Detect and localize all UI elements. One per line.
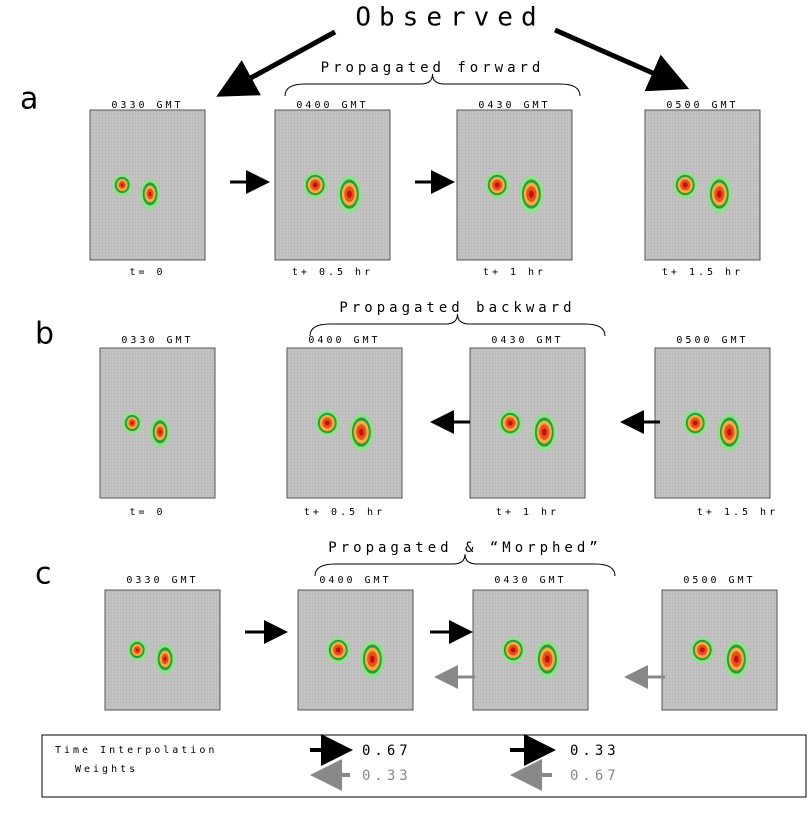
- title: Observed: [355, 3, 544, 33]
- time-label: 0330 GMT: [126, 575, 198, 586]
- radar-echo: [545, 655, 550, 662]
- brace: [310, 314, 605, 336]
- radar-echo: [164, 657, 167, 662]
- row-label: b: [35, 317, 54, 352]
- radar-panel: [90, 110, 205, 260]
- legend-subtitle: Weights: [75, 764, 138, 775]
- radar-panel: [275, 110, 390, 260]
- radar-echo: [131, 421, 134, 424]
- radar-echo: [693, 420, 698, 425]
- radar-panel: [457, 110, 572, 260]
- time-label: 0400 GMT: [308, 335, 380, 346]
- time-label: 0330 GMT: [111, 100, 183, 111]
- radar-echo: [508, 420, 513, 425]
- row-label: a: [20, 82, 38, 117]
- row-label: c: [35, 557, 52, 592]
- panel-bg: [470, 348, 585, 498]
- offset-label: t+ 1.5 hr: [697, 507, 778, 518]
- time-label: 0500 GMT: [666, 100, 738, 111]
- legend: Time Interpolation Weights 0.67 0.33 0.3…: [42, 735, 806, 797]
- radar-echo: [529, 190, 534, 197]
- arrow: [225, 32, 335, 92]
- offset-label: t+ 1 hr: [483, 267, 546, 278]
- rows: a Propagated forward 0330 GMT t= 0 0400 GMT t…: [20, 60, 778, 710]
- time-label: 0430 GMT: [494, 575, 566, 586]
- offset-label: t= 0: [129, 267, 165, 278]
- radar-panel: [298, 590, 413, 710]
- radar-echo: [511, 647, 516, 652]
- radar-panel: [105, 590, 220, 710]
- offset-label: t= 0: [129, 507, 165, 518]
- row-caption: Propagated & “Morphed”: [328, 540, 601, 556]
- time-label: 0500 GMT: [683, 575, 755, 586]
- panel-bg: [287, 348, 402, 498]
- panel-bg: [275, 110, 390, 260]
- radar-echo: [700, 647, 705, 652]
- radar-echo: [121, 183, 124, 186]
- time-label: 0330 GMT: [121, 335, 193, 346]
- time-label: 0430 GMT: [491, 335, 563, 346]
- weight: 0.33: [570, 743, 620, 759]
- radar-echo: [359, 428, 364, 435]
- row-caption: Propagated backward: [339, 300, 575, 316]
- radar-panel: [655, 348, 770, 498]
- offset-label: t+ 0.5 hr: [292, 267, 373, 278]
- radar-panel: [470, 348, 585, 498]
- radar-panel: [100, 348, 215, 498]
- radar-panel: [473, 590, 588, 710]
- radar-panel: [662, 590, 777, 710]
- radar-panel: [287, 348, 402, 498]
- weight: 0.67: [362, 743, 412, 759]
- radar-echo: [136, 648, 139, 651]
- radar-echo: [336, 647, 341, 652]
- radar-echo: [370, 655, 375, 662]
- time-label: 0400 GMT: [319, 575, 391, 586]
- panel-bg: [662, 590, 777, 710]
- brace: [285, 74, 580, 96]
- figure: Observed a Propagated forward 0330 GMT t= 0…: [0, 0, 809, 824]
- offset-label: t+ 0.5 hr: [304, 507, 385, 518]
- panel-bg: [645, 110, 760, 260]
- weight: 0.33: [362, 768, 412, 784]
- panel-bg: [298, 590, 413, 710]
- radar-echo: [347, 190, 352, 197]
- row-caption: Propagated forward: [321, 60, 545, 76]
- time-label: 0430 GMT: [478, 100, 550, 111]
- time-label: 0500 GMT: [676, 335, 748, 346]
- offset-label: t+ 1.5 hr: [662, 267, 743, 278]
- weight: 0.67: [570, 768, 620, 784]
- panel-bg: [655, 348, 770, 498]
- radar-echo: [683, 182, 688, 187]
- radar-echo: [313, 182, 318, 187]
- radar-echo: [495, 182, 500, 187]
- radar-echo: [542, 428, 547, 435]
- offset-label: t+ 1 hr: [496, 507, 559, 518]
- radar-echo: [727, 428, 732, 435]
- time-label: 0400 GMT: [296, 100, 368, 111]
- panel-bg: [457, 110, 572, 260]
- legend-title: Time Interpolation: [55, 745, 217, 756]
- arrow: [555, 30, 680, 85]
- brace: [315, 554, 615, 576]
- panel-bg: [473, 590, 588, 710]
- radar-echo: [325, 420, 330, 425]
- radar-echo: [149, 192, 152, 197]
- radar-echo: [159, 430, 162, 435]
- radar-echo: [734, 655, 739, 662]
- radar-echo: [717, 190, 722, 197]
- radar-panel: [645, 110, 760, 260]
